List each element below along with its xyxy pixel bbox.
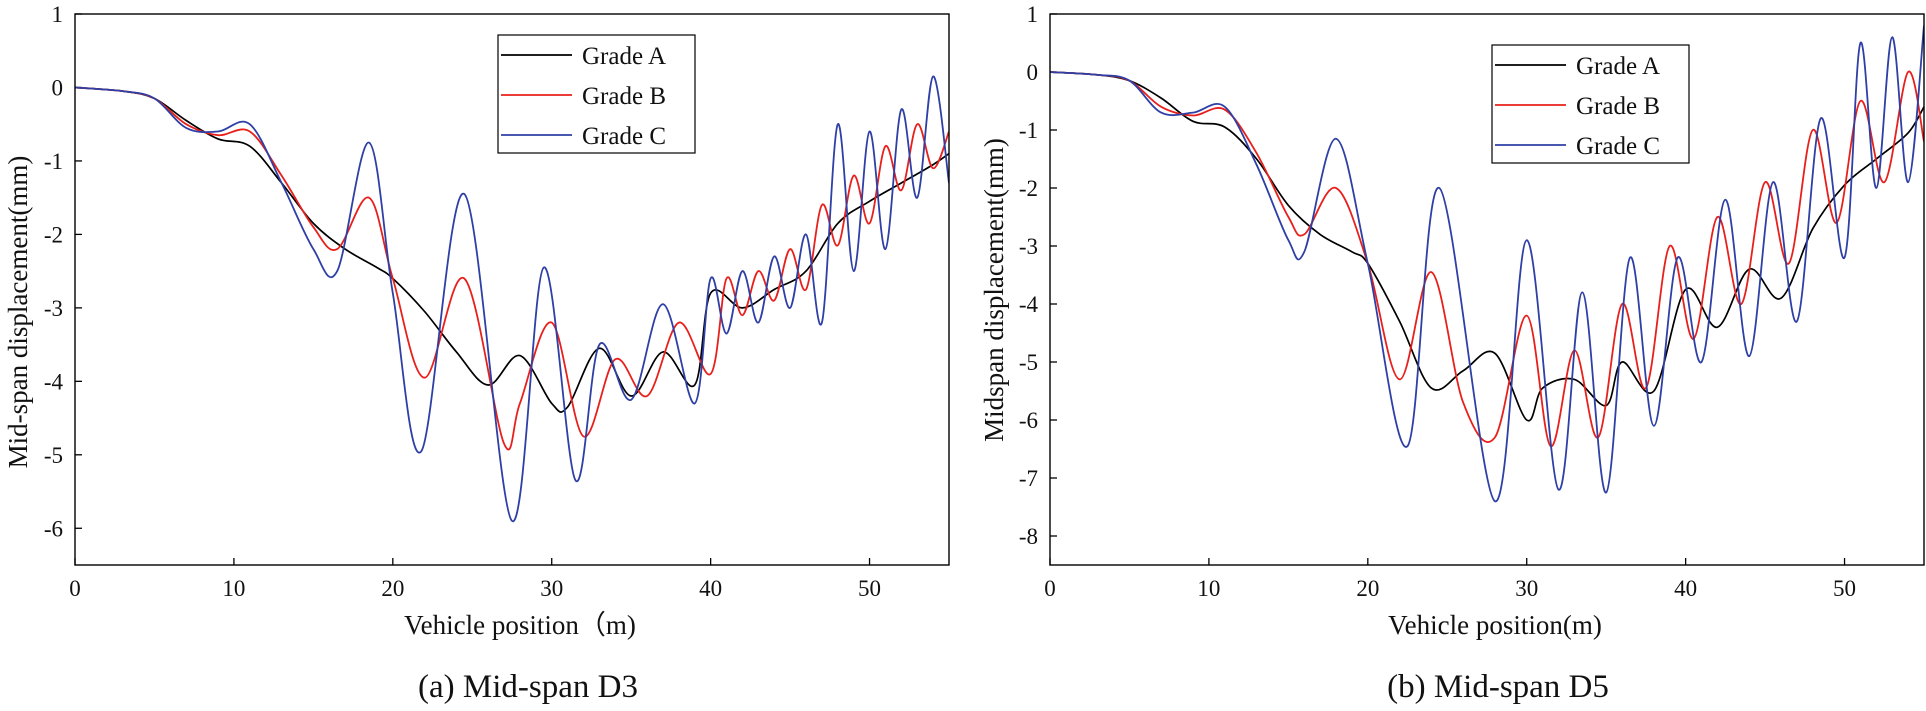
panel-caption: (a) Mid-span D3 bbox=[418, 669, 638, 705]
y-tick-label: -8 bbox=[1019, 524, 1038, 549]
x-tick-label: 10 bbox=[222, 576, 245, 601]
y-tick-label: 1 bbox=[52, 2, 64, 27]
series-line-grade-a bbox=[1050, 71, 1924, 422]
plot-frame bbox=[74, 13, 950, 566]
legend: Grade A Grade B Grade C bbox=[1491, 44, 1690, 164]
series-line-grade-c bbox=[1050, 25, 1924, 503]
x-tick-label: 20 bbox=[381, 576, 404, 601]
x-tick-label: 30 bbox=[1515, 576, 1538, 601]
x-tick-label: 40 bbox=[699, 576, 722, 601]
y-tick-label: -2 bbox=[44, 222, 63, 247]
y-tick-label: -3 bbox=[44, 296, 63, 321]
legend-label: Grade C bbox=[582, 123, 666, 150]
legend-label: Grade B bbox=[582, 83, 666, 110]
legend-label: Grade A bbox=[582, 43, 666, 70]
x-tick-label: 50 bbox=[1833, 576, 1856, 601]
x-tick-label: 20 bbox=[1356, 576, 1379, 601]
y-tick-label: 1 bbox=[1027, 2, 1039, 27]
y-tick-label: -4 bbox=[44, 369, 64, 394]
series-line-grade-b bbox=[75, 86, 949, 451]
y-tick-label: -5 bbox=[1019, 350, 1038, 375]
x-tick-label: 10 bbox=[1197, 576, 1220, 601]
plot-frame bbox=[1049, 13, 1925, 566]
x-tick-label: 40 bbox=[1674, 576, 1697, 601]
y-axis-title: Mid-span displacement(mm) bbox=[3, 156, 33, 469]
y-tick-label: -2 bbox=[1019, 176, 1038, 201]
legend-box bbox=[497, 34, 696, 154]
series-line-grade-b bbox=[1050, 71, 1924, 448]
legend: Grade A Grade B Grade C bbox=[497, 34, 696, 154]
y-tick-label: -4 bbox=[1019, 292, 1039, 317]
x-tick-label: 30 bbox=[540, 576, 563, 601]
y-tick-label: -3 bbox=[1019, 234, 1038, 259]
legend-label: Grade B bbox=[1576, 93, 1660, 120]
series-line-grade-c bbox=[75, 75, 949, 522]
y-tick-label: -1 bbox=[44, 149, 63, 174]
y-tick-label: -7 bbox=[1019, 466, 1038, 491]
panel-caption: (b) Mid-span D5 bbox=[1387, 669, 1609, 705]
legend-label: Grade A bbox=[1576, 53, 1660, 80]
x-tick-label: 0 bbox=[69, 576, 81, 601]
y-tick-label: 0 bbox=[1027, 60, 1039, 85]
series-line-grade-a bbox=[75, 86, 949, 413]
y-tick-label: -5 bbox=[44, 443, 63, 468]
chart-panel-a: Mid-span displacement(mm) Vehicle positi… bbox=[3, 2, 950, 705]
y-tick-label: -6 bbox=[1019, 408, 1038, 433]
chart-panel-b: Midspan displacement(mm) Vehicle positio… bbox=[979, 2, 1925, 705]
y-axis-title: Midspan displacement(mm) bbox=[979, 138, 1009, 442]
x-axis-title: Vehicle position（m) bbox=[404, 610, 636, 640]
y-tick-label: -1 bbox=[1019, 118, 1038, 143]
x-axis-title: Vehicle position(m) bbox=[1388, 610, 1602, 640]
y-tick-label: 0 bbox=[52, 75, 64, 100]
x-tick-label: 50 bbox=[858, 576, 881, 601]
legend-label: Grade C bbox=[1576, 133, 1660, 160]
y-tick-label: -6 bbox=[44, 516, 63, 541]
x-tick-label: 0 bbox=[1044, 576, 1056, 601]
